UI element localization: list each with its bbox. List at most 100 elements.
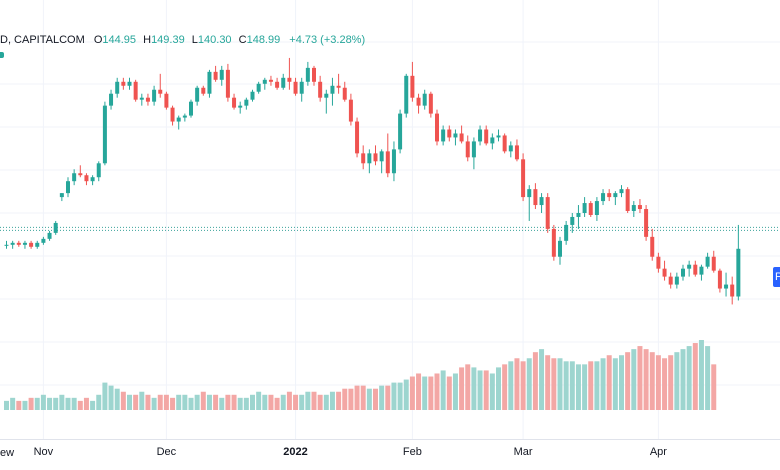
x-tick-label: Apr xyxy=(649,446,667,458)
volume-bar xyxy=(348,388,354,410)
candle xyxy=(637,205,642,210)
candle xyxy=(736,248,741,297)
candle xyxy=(10,242,15,245)
volume-bar xyxy=(385,385,391,410)
volume-bar xyxy=(588,361,594,410)
close-label: C xyxy=(238,34,247,46)
volume-bar xyxy=(59,394,65,410)
candle xyxy=(564,224,569,241)
volume-bar xyxy=(305,391,311,410)
candle xyxy=(607,193,612,198)
volume-bar xyxy=(40,394,46,410)
volume-bar xyxy=(225,394,231,410)
volume-bar xyxy=(231,394,237,410)
time-axis[interactable]: Nov Dec 2022 Feb Mar Apr xyxy=(0,440,780,462)
volume-bar xyxy=(120,391,126,410)
candle xyxy=(170,107,175,122)
volume-bar xyxy=(446,376,452,410)
volume-bar xyxy=(71,397,77,410)
volume-bar xyxy=(354,385,360,410)
volume-bar xyxy=(459,367,465,410)
volume-bar xyxy=(668,355,674,410)
symbol-legend: D, CAPITALCOM O144.95 H149.39 L140.30 C1… xyxy=(0,34,365,46)
volume-bar xyxy=(219,397,225,410)
volume-bar xyxy=(151,397,157,410)
candle xyxy=(674,276,679,285)
candle xyxy=(398,113,403,150)
x-tick-label: Dec xyxy=(156,446,177,458)
candle xyxy=(4,244,9,246)
candlestick-chart[interactable] xyxy=(0,0,780,440)
candle xyxy=(551,228,556,257)
volume-bar xyxy=(194,394,200,410)
volume-bar xyxy=(336,391,342,410)
volume-bar xyxy=(508,361,514,410)
candle xyxy=(650,236,655,257)
volume-bar xyxy=(416,373,422,410)
candle xyxy=(527,189,532,198)
candle xyxy=(35,242,40,247)
volume-bar xyxy=(280,394,286,410)
candle xyxy=(127,81,132,86)
candle xyxy=(281,77,286,88)
candle xyxy=(484,129,489,144)
volume-bar xyxy=(674,352,680,410)
volume-bar xyxy=(311,391,317,410)
candle xyxy=(502,135,507,152)
candle xyxy=(681,268,685,277)
volume-bar xyxy=(262,394,268,410)
volume-bar xyxy=(133,394,139,410)
candle xyxy=(330,85,335,94)
status-dot-icon xyxy=(0,52,4,58)
volume-bar xyxy=(77,400,83,410)
high-label: H xyxy=(143,34,152,46)
candle xyxy=(619,189,624,194)
volume-bar xyxy=(200,391,206,410)
volume-bar xyxy=(243,397,249,410)
candle xyxy=(687,264,692,269)
candle xyxy=(213,71,218,80)
candle xyxy=(336,85,341,88)
candle xyxy=(59,193,64,198)
candle xyxy=(693,264,698,275)
price-axis-tag[interactable]: P xyxy=(773,267,780,287)
volume-bar xyxy=(502,364,508,410)
x-tick-label: Nov xyxy=(33,446,54,458)
volume-bar xyxy=(10,397,16,410)
candle xyxy=(256,83,261,92)
candle xyxy=(539,197,544,206)
symbol-name[interactable]: D, CAPITALCOM xyxy=(0,34,85,46)
candle xyxy=(582,203,587,213)
volume-bar xyxy=(539,349,545,410)
volume-bar xyxy=(34,397,40,410)
volume-bar xyxy=(520,361,526,410)
volume-bar xyxy=(53,397,59,410)
candle xyxy=(490,137,495,144)
candle xyxy=(699,266,704,275)
candle xyxy=(385,151,390,174)
candle xyxy=(109,93,114,106)
candle xyxy=(312,67,316,82)
candle xyxy=(471,141,476,158)
candle xyxy=(133,81,138,100)
candle xyxy=(724,284,729,289)
volume-bar xyxy=(514,358,520,410)
volume-bar xyxy=(96,394,102,410)
volume-bar xyxy=(563,361,569,410)
candle xyxy=(189,101,193,116)
volume-bar xyxy=(662,358,668,410)
candle xyxy=(293,81,298,94)
candle xyxy=(521,159,526,198)
candle xyxy=(78,173,83,176)
candle xyxy=(342,87,347,100)
candle xyxy=(435,113,439,142)
volume-bar xyxy=(705,346,711,410)
candle xyxy=(379,151,384,162)
volume-bar xyxy=(342,388,348,410)
view-link[interactable]: ew xyxy=(0,447,15,459)
volume-bar xyxy=(422,376,428,410)
candle xyxy=(662,268,667,277)
candle xyxy=(644,209,649,237)
volume-bar xyxy=(606,355,612,410)
